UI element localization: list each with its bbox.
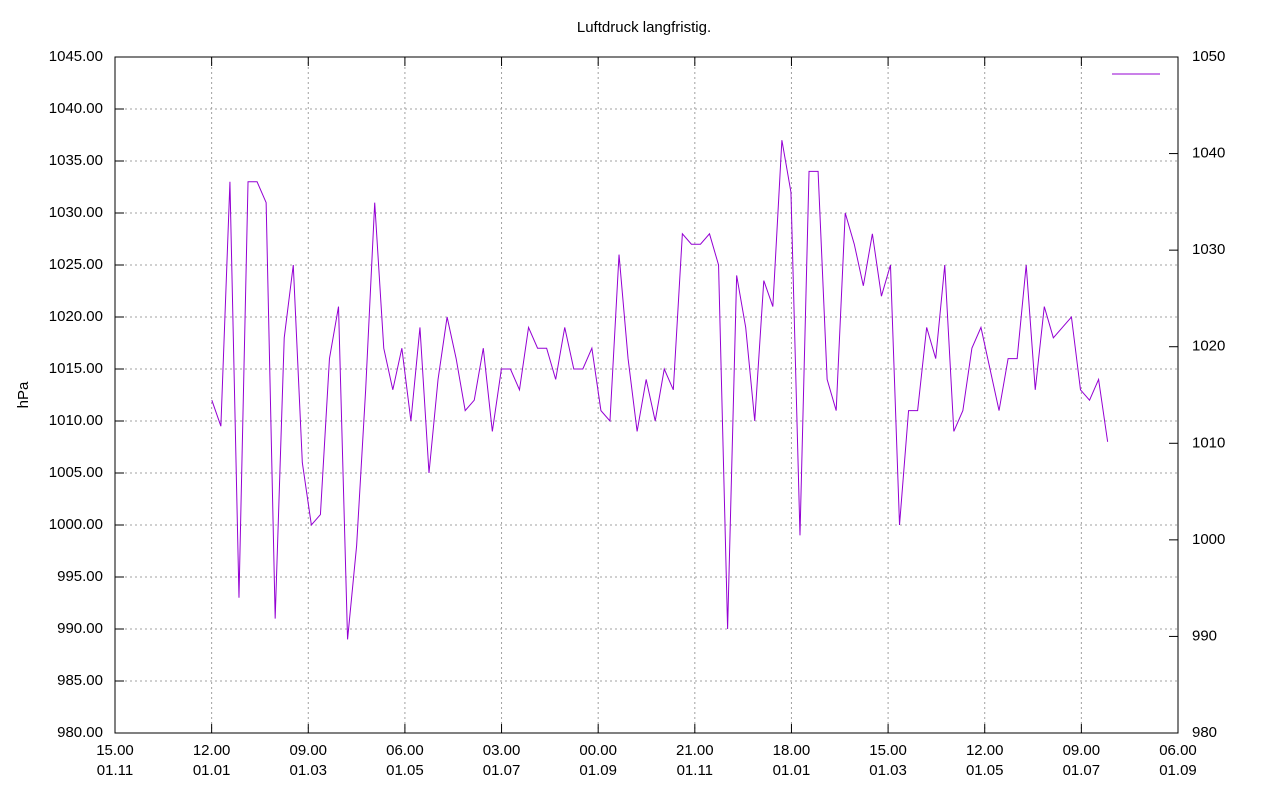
x-tick-label: 00.00 01.09: [579, 742, 617, 779]
data-line: [211, 140, 1109, 640]
y-axis-label: hPa: [15, 381, 32, 408]
y-tick-label: 985.00: [57, 672, 103, 689]
y2-tick-label: 980: [1192, 724, 1217, 741]
y2-tick-label: 1030: [1192, 241, 1225, 258]
y2-tick-label: 990: [1192, 627, 1217, 644]
y-tick-label: 1015.00: [49, 360, 103, 377]
y-tick-label: 1010.00: [49, 412, 103, 429]
x-tick-label: 18.00 01.01: [772, 742, 811, 779]
y-tick-label: 995.00: [57, 568, 103, 585]
y2-tick-label: 1050: [1192, 48, 1225, 65]
x-tick-label: 03.00 01.07: [482, 742, 521, 779]
x-tick-label: 09.00 01.03: [289, 742, 328, 779]
y2-tick-label: 1040: [1192, 145, 1225, 162]
y-tick-label: 990.00: [57, 620, 103, 637]
x-tick-label: 06.00 01.05: [386, 742, 424, 779]
x-tick-label: 15.00 01.11: [96, 742, 134, 779]
x-tick-label: 06.00 01.09: [1159, 742, 1197, 779]
x-tick-label: 21.00 01.11: [676, 742, 714, 779]
y-tick-label: 980.00: [57, 724, 103, 741]
y2-tick-label: 1020: [1192, 338, 1225, 355]
x-tick-label: 12.00 01.05: [965, 742, 1004, 779]
y-tick-label: 1005.00: [49, 464, 103, 481]
chart-title: Luftdruck langfristig.: [577, 19, 711, 36]
y2-tick-label: 1010: [1192, 434, 1225, 451]
y-tick-label: 1040.00: [49, 100, 103, 117]
y-tick-label: 1035.00: [49, 152, 103, 169]
y-tick-label: 1020.00: [49, 308, 103, 325]
plot-frame: [114, 56, 1179, 734]
y-tick-label: 1000.00: [49, 516, 103, 533]
y-tick-label: 1025.00: [49, 256, 103, 273]
y-tick-label: 1030.00: [49, 204, 103, 221]
y-tick-label: 1045.00: [49, 48, 103, 65]
y2-tick-label: 1000: [1192, 531, 1225, 548]
x-tick-label: 15.00 01.03: [869, 742, 907, 779]
x-tick-label: 09.00 01.07: [1062, 742, 1101, 779]
x-tick-label: 12.00 01.01: [192, 742, 231, 779]
